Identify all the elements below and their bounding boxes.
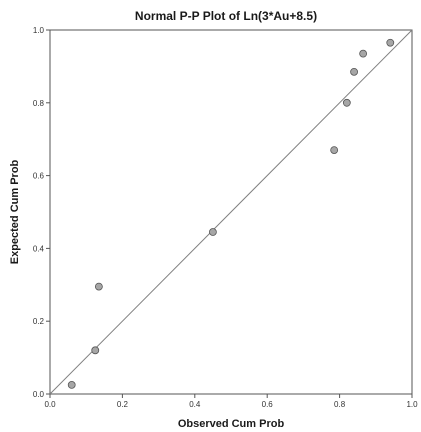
reference-line	[49, 29, 413, 395]
data-point	[91, 346, 100, 355]
y-axis-label: Expected Cum Prob	[9, 159, 21, 264]
x-tick-label: 0.0	[44, 400, 56, 409]
y-tick-label: 0.2	[33, 317, 45, 326]
data-point	[208, 228, 217, 236]
x-axis-label: Observed Cum Prob	[178, 418, 285, 430]
y-tick-label: 0.0	[33, 390, 45, 399]
x-tick-label: 0.8	[334, 400, 346, 409]
data-point	[94, 282, 103, 291]
data-point	[386, 38, 395, 47]
y-tick-label: 0.4	[33, 244, 45, 253]
y-tick-label: 1.0	[33, 26, 45, 35]
data-point	[359, 49, 368, 58]
data-point	[330, 146, 339, 155]
data-point	[67, 380, 76, 389]
data-point	[350, 67, 358, 76]
y-tick-label: 0.8	[33, 99, 45, 108]
data-point	[342, 98, 351, 107]
chart-title: Normal P-P Plot of Ln(3*Au+8.5)	[135, 9, 317, 23]
x-tick-label: 0.4	[189, 400, 201, 409]
x-tick-label: 0.2	[117, 400, 129, 409]
x-tick-label: 0.6	[262, 400, 274, 409]
y-tick-label: 0.6	[33, 172, 45, 181]
x-tick-label: 1.0	[406, 400, 418, 409]
